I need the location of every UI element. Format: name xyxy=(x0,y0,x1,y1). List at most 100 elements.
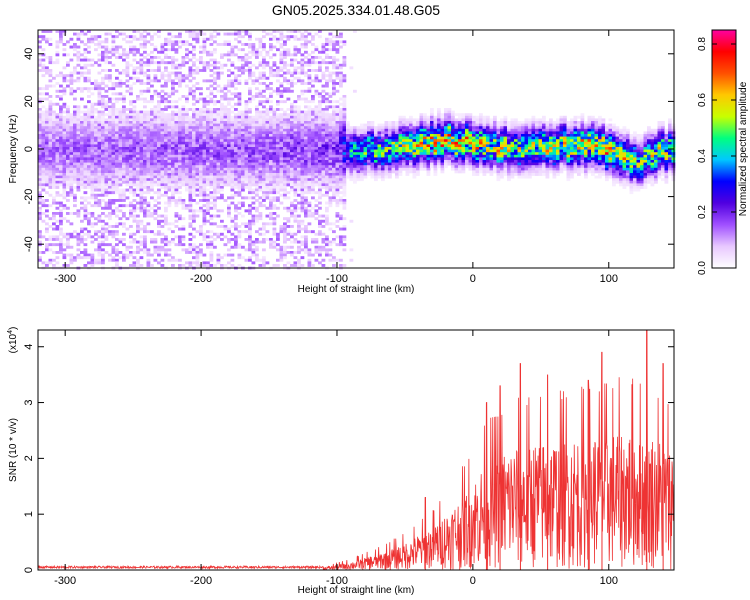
spectrogram-cell xyxy=(171,188,175,192)
spectrogram-cell xyxy=(258,175,263,179)
spectrogram-cell xyxy=(139,131,144,135)
spectrogram-cell xyxy=(311,240,315,244)
spectrogram-cell xyxy=(48,144,53,148)
spectrogram-cell xyxy=(62,162,67,166)
spectrogram-cell xyxy=(276,126,280,130)
spectrogram-cell xyxy=(297,173,301,176)
spectrogram-cell xyxy=(304,71,308,75)
spectrogram-cell xyxy=(157,261,161,265)
spectrogram-cell xyxy=(321,136,326,140)
spectrogram-cell xyxy=(209,217,214,221)
spectrogram-cell xyxy=(160,167,165,171)
spectrogram-cell xyxy=(241,63,245,67)
spectrogram-cell xyxy=(139,201,144,205)
spectrogram-cell xyxy=(167,173,172,176)
spectrogram-cell xyxy=(160,84,165,88)
spectrogram-cell xyxy=(199,248,203,252)
spectrogram-cell xyxy=(248,131,252,135)
spectrogram-cell xyxy=(255,256,259,260)
spectrogram-cell xyxy=(48,170,53,174)
spectrogram-cell xyxy=(276,113,280,117)
spectrogram-cell xyxy=(265,123,270,127)
spectrogram-cell xyxy=(293,121,298,124)
spectrogram-cell xyxy=(202,154,207,158)
spectrogram-cell xyxy=(108,128,112,132)
spectrogram-cell xyxy=(108,258,112,262)
spectrogram-cell xyxy=(251,147,256,150)
spectrogram-cell xyxy=(283,175,287,179)
spectrogram-cell xyxy=(90,258,95,262)
spectrogram-cell xyxy=(181,243,186,247)
spectrogram-cell xyxy=(248,71,252,75)
spectrogram-cell xyxy=(139,219,144,223)
spectrogram-cell xyxy=(234,87,238,91)
spectrogram-cell xyxy=(321,258,326,262)
spectrogram-cell xyxy=(279,170,284,174)
spectrogram-cell xyxy=(122,97,126,101)
spectrogram-cell xyxy=(223,40,228,44)
spectrogram-cell xyxy=(279,154,284,158)
spectrogram-cell xyxy=(122,154,126,158)
spectrogram-cell xyxy=(297,261,301,265)
spectrogram-cell xyxy=(66,115,70,119)
spectrogram-cell xyxy=(300,160,305,163)
spectrogram-cell xyxy=(311,56,315,59)
spectrogram-cell xyxy=(297,219,301,223)
spectrogram-cell xyxy=(321,84,326,88)
spectrogram-cell xyxy=(150,128,154,132)
spectrogram-cell xyxy=(248,92,252,96)
spectrogram-cell xyxy=(269,110,273,114)
spectrogram-cell xyxy=(314,199,319,202)
spectrogram-cell xyxy=(52,258,56,262)
spectrogram-cell xyxy=(52,186,56,189)
spectrogram-cell xyxy=(223,115,228,119)
spectrogram-cell xyxy=(293,136,298,140)
spectrogram-cell xyxy=(328,188,333,192)
spectrogram-cell xyxy=(90,235,95,239)
spectrogram-cell xyxy=(55,128,60,132)
spectrogram-cell xyxy=(258,76,263,80)
spectrogram-cell xyxy=(52,102,56,106)
spectrogram-cell xyxy=(97,128,102,132)
spectrogram-cell xyxy=(192,178,196,182)
spectrogram-cell xyxy=(83,141,88,145)
spectrogram-cell xyxy=(174,35,179,39)
spectrogram-cell xyxy=(80,160,84,163)
spectrogram-cell xyxy=(108,230,112,234)
spectrogram-cell xyxy=(83,105,88,109)
spectrogram-cell xyxy=(41,147,46,150)
spectrogram-cell xyxy=(283,144,287,148)
spectrogram-cell xyxy=(262,82,266,85)
spectrogram-cell xyxy=(272,147,277,150)
spectrogram-cell xyxy=(307,258,312,262)
spectrogram-cell xyxy=(269,162,273,166)
spectrogram-cell xyxy=(160,48,165,52)
spectrogram-cell xyxy=(241,167,245,171)
spectrogram-cell xyxy=(90,128,95,132)
spectrogram-cell xyxy=(328,180,333,184)
spectrogram-cell xyxy=(199,134,203,137)
spectrogram-cell xyxy=(185,173,189,176)
spectrogram-cell xyxy=(241,123,245,127)
spectrogram-cell xyxy=(325,118,329,122)
spectrogram-cell xyxy=(325,82,329,85)
spectrogram-cell xyxy=(223,131,228,135)
spectrogram-cell xyxy=(90,136,95,140)
spectrogram-cell xyxy=(38,147,42,150)
spectrogram-cell xyxy=(87,232,91,236)
spectrogram-cell xyxy=(66,147,70,150)
spectrogram-cell xyxy=(111,118,116,122)
spectrogram-cell xyxy=(139,173,144,176)
spectrogram-cell xyxy=(69,144,74,148)
spectrogram-cell xyxy=(146,40,151,44)
spectrogram-cell xyxy=(241,110,245,114)
spectrogram-cell xyxy=(325,131,329,135)
spectrogram-cell xyxy=(136,157,140,161)
spectrogram-cell xyxy=(59,193,63,197)
spectrogram-cell xyxy=(290,134,294,137)
spectrogram-cell xyxy=(276,131,280,135)
spectrogram-cell xyxy=(286,50,291,54)
spectrogram-cell xyxy=(293,100,298,104)
spectrogram-cell xyxy=(76,147,81,150)
spectrogram-cell xyxy=(213,118,217,122)
